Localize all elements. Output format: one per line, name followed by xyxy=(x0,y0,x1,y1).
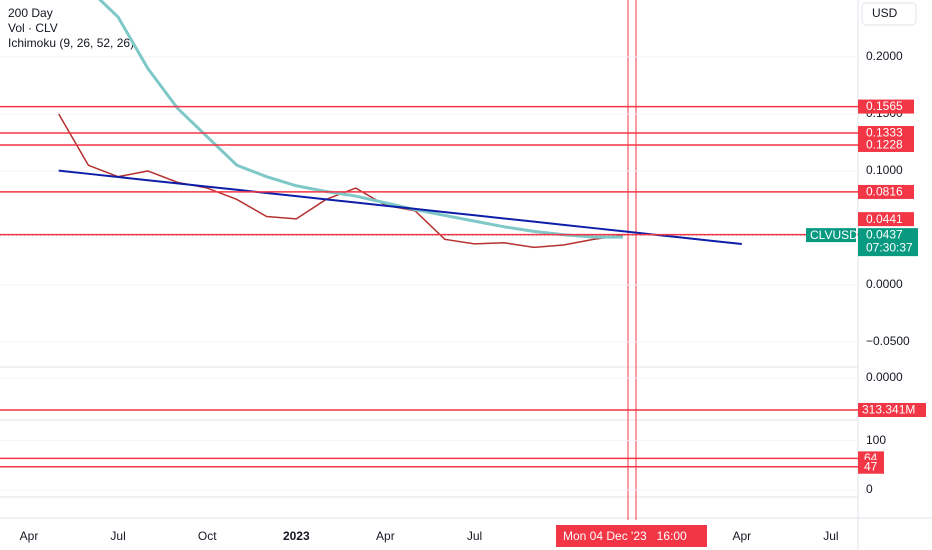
level-label-bg xyxy=(858,459,884,474)
crosshair-label-bg xyxy=(556,525,707,547)
y-tick-label: 0 xyxy=(866,482,873,496)
series-line xyxy=(98,0,623,239)
level-label-bg xyxy=(858,184,914,199)
level-label: 0.1565 xyxy=(866,99,903,113)
level-label-bg xyxy=(858,402,926,417)
level-label: 0.1228 xyxy=(866,138,903,152)
price-label-bg xyxy=(858,228,918,257)
x-tick-label: Jul xyxy=(110,529,125,543)
x-tick-label: Apr xyxy=(20,529,39,543)
level-label: 313.341M xyxy=(862,403,915,417)
series-line xyxy=(58,169,742,246)
level-label: 0.1333 xyxy=(866,126,903,140)
currency-button[interactable] xyxy=(861,2,917,26)
y-tick-label: 100 xyxy=(866,433,886,447)
level-label-bg xyxy=(858,99,914,114)
indicator-label: Ichimoku (9, 26, 52, 26) xyxy=(8,36,134,50)
symbol-label-bg xyxy=(806,228,856,243)
y-tick-label: 0.1000 xyxy=(866,163,903,177)
x-tick-label: Jul xyxy=(823,529,838,543)
x-tick-label: Jul xyxy=(467,529,482,543)
indicator-label: Vol · CLV xyxy=(8,21,58,35)
symbol-label: CLVUSD xyxy=(810,228,858,242)
level-label-bg xyxy=(858,126,914,141)
x-tick-label: Apr xyxy=(732,529,751,543)
level-label: 0.0441 xyxy=(866,212,903,226)
price-pane xyxy=(0,0,858,343)
level-label-bg xyxy=(858,137,914,152)
crosshair-label: Mon 04 Dec '23 16:00 xyxy=(563,529,687,543)
countdown-label: 07:30:37 xyxy=(866,240,913,254)
indicator-label: 200 Day xyxy=(8,6,53,20)
y-tick-label: 0.2000 xyxy=(866,49,903,63)
level-label: 47 xyxy=(864,459,878,473)
price-label: 0.0437 xyxy=(866,227,903,241)
y-tick-label: 0.0000 xyxy=(866,277,903,291)
x-tick-label: Apr xyxy=(376,529,395,543)
level-label-bg xyxy=(858,212,914,227)
x-tick-label: Oct xyxy=(198,529,217,543)
currency-label[interactable]: USD xyxy=(872,6,898,20)
y-tick-label: −0.0500 xyxy=(866,334,910,348)
y-tick-label: 0.0000 xyxy=(866,370,903,384)
x-tick-label: 2023 xyxy=(283,529,310,543)
level-label: 0.0816 xyxy=(866,185,903,199)
